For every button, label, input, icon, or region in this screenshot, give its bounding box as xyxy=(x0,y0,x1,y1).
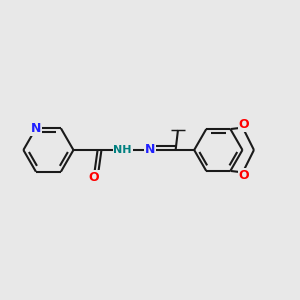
Text: N: N xyxy=(31,122,41,135)
Text: O: O xyxy=(238,118,249,131)
Text: NH: NH xyxy=(113,145,132,155)
Text: O: O xyxy=(238,169,249,182)
Text: O: O xyxy=(89,171,99,184)
Text: N: N xyxy=(145,143,155,157)
